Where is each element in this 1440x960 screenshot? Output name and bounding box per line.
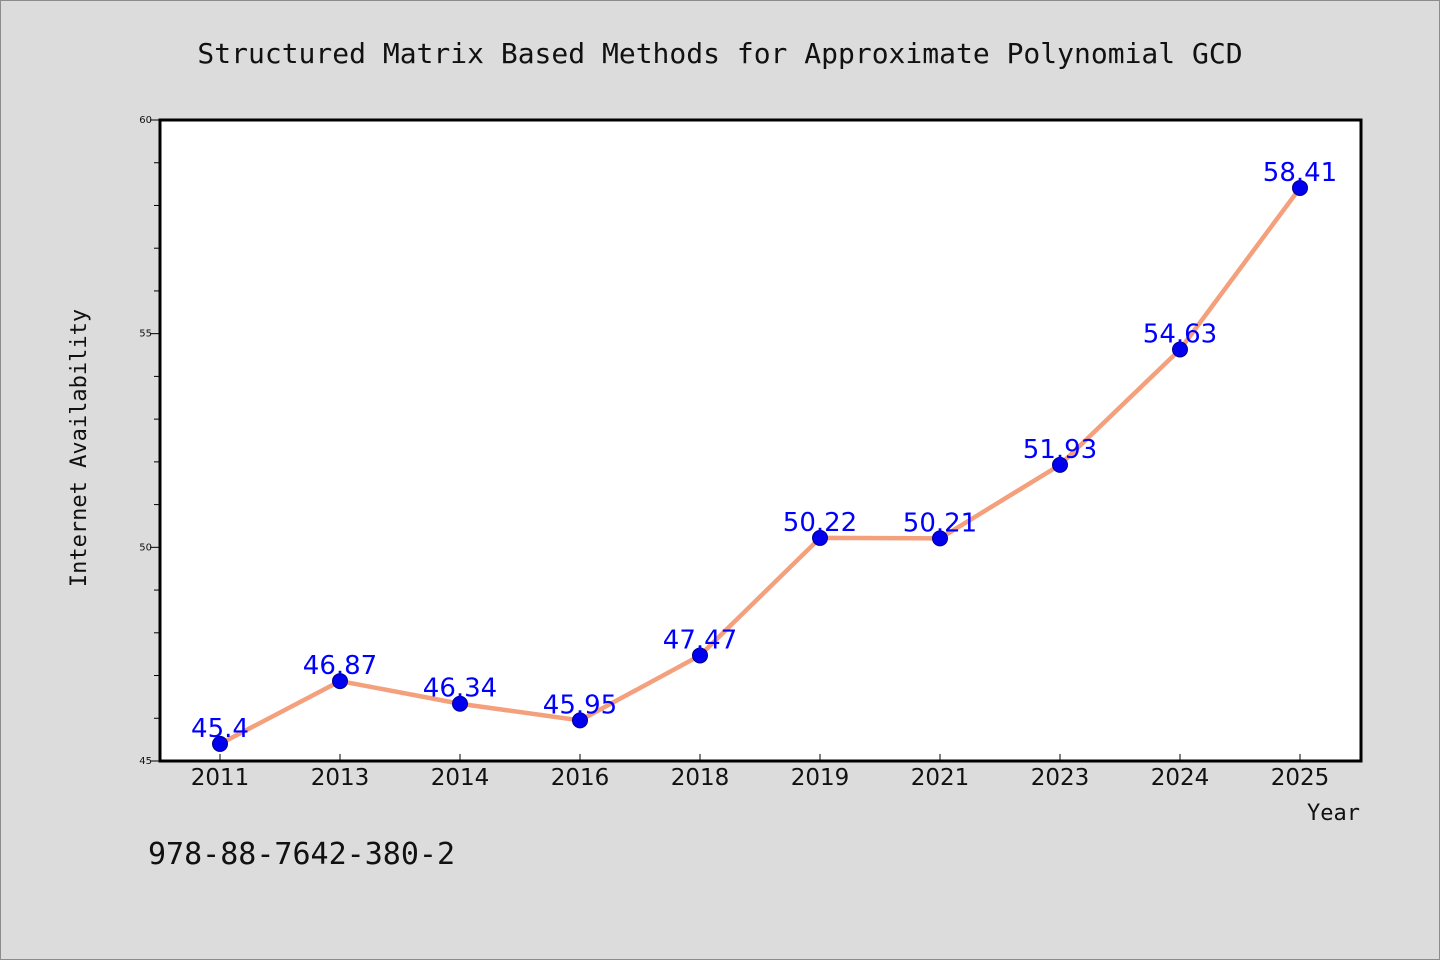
y-tick-label: 50: [139, 542, 152, 553]
data-label: 45.4: [191, 714, 249, 744]
x-tick-label: 2021: [911, 765, 970, 791]
y-tick-label: 45: [139, 756, 152, 767]
data-point: [932, 530, 948, 547]
isbn-text: 978-88-7642-380-2: [148, 837, 455, 872]
x-tick-label: 2024: [1151, 765, 1210, 791]
data-label: 47.47: [663, 625, 737, 655]
x-tick-label: 2018: [671, 765, 730, 791]
data-point: [572, 712, 588, 729]
data-label: 51.93: [1023, 435, 1097, 465]
x-tick-label: 2011: [191, 765, 250, 791]
x-tick-label: 2019: [791, 765, 850, 791]
series-markers: [212, 179, 1308, 752]
x-tick-label: 2023: [1031, 765, 1090, 791]
y-axis: 45 50 55 60: [139, 115, 160, 767]
x-tick-label: 2014: [431, 765, 490, 791]
data-label: 54.63: [1143, 319, 1217, 349]
data-label: 45.95: [543, 690, 617, 720]
chart-title: Structured Matrix Based Methods for Appr…: [197, 37, 1242, 70]
data-labels: 45.4 46.87 46.34 45.95 47.47 50.22 50.21 51.93 5…: [191, 158, 1337, 744]
y-tick-label: 60: [139, 115, 152, 126]
x-axis-label: Year: [1307, 801, 1360, 826]
data-point: [452, 695, 468, 712]
data-label: 46.34: [423, 674, 497, 704]
series-line: [217, 185, 1303, 747]
data-point: [1052, 456, 1068, 473]
data-point: [692, 647, 708, 664]
y-axis-label: Internet Availability: [67, 309, 92, 587]
y-tick-label: 55: [139, 329, 152, 340]
data-label: 50.21: [903, 508, 977, 538]
data-point: [212, 735, 228, 752]
data-label: 46.87: [303, 651, 377, 681]
x-tick-label: 2013: [311, 765, 370, 791]
x-tick-label: 2025: [1271, 765, 1330, 791]
data-point: [1172, 341, 1188, 358]
x-axis: 2011 2013 2014 2016 2018 2019 2021 2023 2024 2025: [191, 754, 1330, 791]
data-point: [332, 673, 348, 690]
data-point: [1292, 179, 1308, 196]
plot-area: [158, 118, 1363, 763]
x-tick-label: 2016: [551, 765, 610, 791]
data-point: [812, 529, 828, 546]
data-label: 50.22: [783, 508, 857, 538]
data-label: 58.41: [1263, 158, 1337, 188]
